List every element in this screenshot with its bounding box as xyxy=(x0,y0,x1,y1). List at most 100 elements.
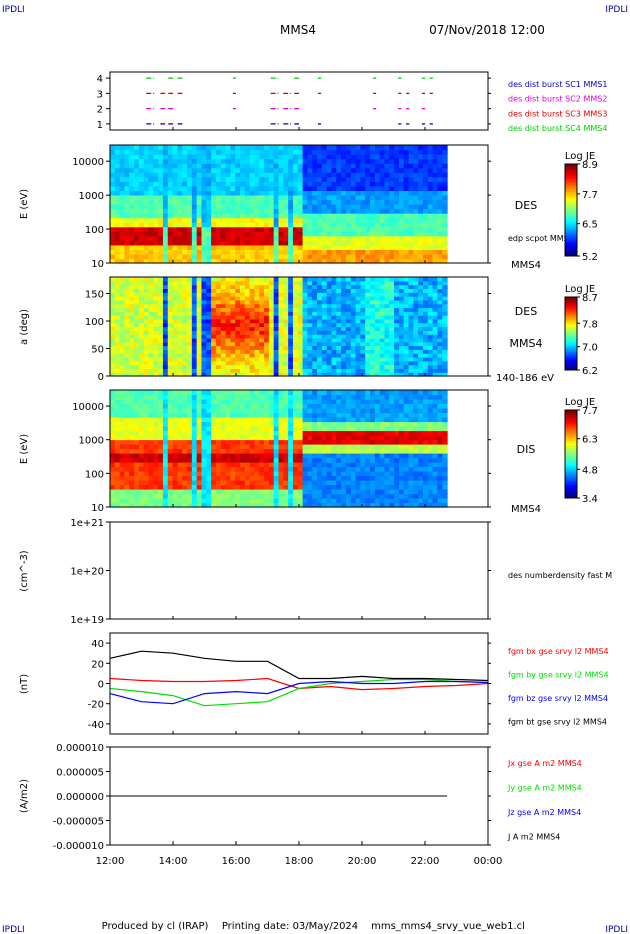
spectrogram-cell xyxy=(220,217,227,223)
spectrogram-cell xyxy=(307,296,313,301)
spectrogram-cell xyxy=(187,176,193,182)
spectrogram-cell xyxy=(278,399,284,405)
spectrogram-cell xyxy=(336,181,342,187)
spectrogram-cell xyxy=(201,172,207,178)
spectrogram-cell xyxy=(374,356,381,362)
spectrogram-cell xyxy=(119,185,126,191)
spectrogram-cell xyxy=(201,322,207,328)
spectrogram-cell xyxy=(201,444,207,450)
spectrogram-cell xyxy=(336,311,342,316)
spectrogram-cell xyxy=(374,185,381,191)
spectrogram-cell xyxy=(249,318,256,324)
spectrogram-cell xyxy=(162,315,169,320)
spectrogram-cell xyxy=(201,292,207,297)
spectrogram-cell xyxy=(292,307,299,312)
spectrogram-cell xyxy=(110,315,116,320)
spectrogram-cell xyxy=(283,145,289,151)
spectrogram-cell xyxy=(422,231,429,237)
spectrogram-cell xyxy=(215,176,222,182)
spectrogram-cell xyxy=(244,199,251,205)
spectrogram-cell xyxy=(283,167,289,173)
spectrogram-cell xyxy=(278,326,284,331)
spectrogram-cell xyxy=(418,345,424,350)
spectrogram-cell xyxy=(134,360,140,366)
spectrogram-cell xyxy=(442,356,448,362)
spectrogram-cell xyxy=(307,235,313,241)
spectrogram-cell xyxy=(312,345,318,350)
spectrogram-cell xyxy=(341,235,347,241)
spectrogram-cell xyxy=(244,471,251,477)
spectrogram-cell xyxy=(283,484,289,490)
spectrogram-cell xyxy=(422,185,429,191)
spectrogram-cell xyxy=(114,149,121,155)
spectrogram-cell xyxy=(355,235,361,241)
spectrogram-cell xyxy=(413,322,419,328)
spectrogram-cell xyxy=(182,299,188,305)
spectrogram-cell xyxy=(331,244,337,250)
spectrogram-cell xyxy=(220,493,227,499)
spectrogram-cell xyxy=(379,337,386,343)
spectrogram-cell xyxy=(278,334,284,339)
spectrogram-cell xyxy=(235,498,241,504)
spectrogram-cell xyxy=(403,356,410,362)
spectrogram-cell xyxy=(278,318,284,324)
spectrogram-cell xyxy=(167,330,174,335)
spectrogram-cell xyxy=(134,368,140,373)
spectrogram-cell xyxy=(240,349,246,354)
colorbar-swatch xyxy=(565,242,577,245)
spectrogram-cell xyxy=(297,231,304,237)
spectrogram-cell xyxy=(278,167,284,173)
spectrogram-cell xyxy=(143,172,150,178)
spectrogram-cell xyxy=(292,471,299,477)
spectrogram-cell xyxy=(288,453,294,459)
spectrogram-cell xyxy=(124,399,130,405)
spectrogram-cell xyxy=(177,217,183,223)
spectrogram-cell xyxy=(215,222,222,228)
spectrogram-cell xyxy=(288,280,294,286)
spectrogram-cell xyxy=(230,502,236,508)
spectrogram-cell xyxy=(153,345,159,350)
spectrogram-cell xyxy=(211,311,217,316)
spectrogram-cell xyxy=(110,330,116,335)
spectrogram-cell xyxy=(110,489,116,495)
spectrogram-cell xyxy=(215,417,222,423)
spectrogram-cell xyxy=(114,213,121,219)
spectrogram-cell xyxy=(345,167,352,173)
spectrogram-cell xyxy=(254,296,260,301)
spectrogram-cell xyxy=(153,334,159,339)
spectrogram-cell xyxy=(254,466,260,472)
spectrogram-cell xyxy=(138,284,145,290)
colorbar-swatch xyxy=(565,366,577,369)
spectrogram-cell xyxy=(432,199,439,205)
spectrogram-cell xyxy=(191,417,198,423)
spectrogram-cell xyxy=(427,231,434,237)
spectrogram-cell xyxy=(187,277,193,282)
spectrogram-cell xyxy=(191,372,198,377)
spectrogram-cell xyxy=(187,448,193,454)
spectrogram-cell xyxy=(268,253,275,260)
spectrogram-cell xyxy=(273,249,280,255)
spectrogram-cell xyxy=(124,430,130,436)
spectrogram-cell xyxy=(153,244,159,250)
spectrogram-cell xyxy=(268,453,275,459)
spectrogram-cell xyxy=(418,145,424,151)
spectrogram-cell xyxy=(398,213,405,219)
spectrogram-cell xyxy=(201,318,207,324)
spectrogram-cell xyxy=(201,231,207,237)
spectrogram-cell xyxy=(153,240,159,246)
spectrogram-cell xyxy=(230,149,236,155)
spectrogram-cell xyxy=(201,439,207,445)
spectrogram-cell xyxy=(360,145,366,151)
spectrogram-cell xyxy=(211,439,217,445)
spectrogram-cell xyxy=(134,349,140,354)
spectrogram-cell xyxy=(288,484,294,490)
spectrogram-cell xyxy=(418,253,424,260)
spectrogram-cell xyxy=(374,217,381,223)
spectrogram-cell xyxy=(191,235,198,241)
spectrogram-cell xyxy=(297,244,304,250)
spectrogram-cell xyxy=(244,194,251,201)
spectrogram-cell xyxy=(206,430,212,436)
spectrogram-cell xyxy=(331,172,337,178)
spectrogram-cell xyxy=(365,249,371,255)
spectrogram-cell xyxy=(307,421,313,427)
